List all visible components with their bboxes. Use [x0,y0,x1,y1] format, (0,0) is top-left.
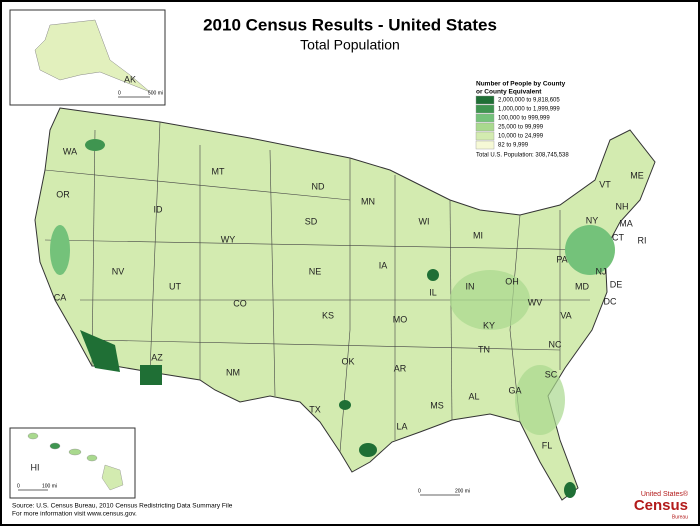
state-label: KY [483,320,495,330]
state-label: WI [419,216,430,226]
legend-swatch [475,140,495,150]
state-label: MI [473,230,483,240]
logo-main: Census [634,497,688,514]
legend-label: 2,000,000 to 9,818,605 [498,98,560,104]
state-label: NE [309,266,322,276]
state-label: WV [528,297,543,307]
legend-swatch [475,131,495,141]
population-clusters [50,139,615,498]
state-label: WA [63,146,77,156]
state-label: TX [309,404,321,414]
state-label: MN [361,196,375,206]
state-label: NV [112,266,125,276]
state-label: MO [393,314,408,324]
state-label: UT [169,281,181,291]
scale-label: 100 mi [42,483,57,489]
legend-title: Number of People by County [476,81,566,88]
legend-label: 100,000 to 999,999 [498,116,550,122]
logo-bottom: Bureau [672,514,688,520]
legend-label: 82 to 9,999 [498,143,529,149]
state-label: NH [616,201,629,211]
state-label: IN [466,281,475,291]
scale-label: 200 mi [455,488,470,494]
state-label: NJ [596,266,607,276]
legend-swatch [475,113,495,123]
legend-swatch [475,95,495,105]
legend-swatch [475,104,495,114]
state-label: OH [505,276,519,286]
state-label: SC [545,369,558,379]
state-label: CT [612,232,624,242]
state-label: VA [560,310,571,320]
state-label: ME [630,170,644,180]
state-label: WY [221,234,236,244]
state-label: NC [549,339,562,349]
hawaii-label: HI [31,462,40,472]
state-label: DE [610,279,623,289]
scale-label: 500 mi [148,90,163,96]
legend-label: 25,000 to 99,999 [498,125,544,131]
source: Source: U.S. Census Bureau, 2010 Census … [12,503,233,510]
state-label: MS [430,400,444,410]
state-label: PA [556,254,567,264]
state-label: ND [312,181,325,191]
state-label: OK [341,356,354,366]
state-label: IL [429,287,437,297]
state-label: DC [604,296,617,306]
legend-swatch [475,122,495,132]
state-label: GA [508,385,521,395]
legend-label: 1,000,000 to 1,999,999 [498,107,560,113]
state-label: SD [305,216,318,226]
state-label: FL [542,440,553,450]
state-label: MT [212,166,225,176]
state-label: NM [226,367,240,377]
legend-total: Total U.S. Population: 308,745,538 [476,153,569,159]
state-label: NY [586,215,599,225]
state-labels: WA OR CA NV ID MT WY UT AZ CO NM ND SD NE KS OK TX MN IA MO… [54,146,647,450]
state-label: MA [619,218,633,228]
source: For more information visit www.census.go… [12,511,137,518]
title: 2010 Census Results - United States [203,15,497,34]
legend-label: 10,000 to 24,999 [498,134,544,140]
scale-label: 0 [17,483,20,489]
scale-label: 0 [418,488,421,494]
state-label: AR [394,363,407,373]
logo-top: United States® [641,490,689,498]
state-label: KS [322,310,334,320]
hawaii-shape [27,432,124,491]
subtitle: Total Population [300,37,400,53]
scale-label: 0 [118,90,121,96]
state-label: ID [154,204,164,214]
state-label: VT [599,179,611,189]
state-label: MD [575,281,589,291]
state-label: CO [233,298,247,308]
state-label: IA [379,260,388,270]
alaska-label: AK [124,74,136,84]
state-label: LA [396,421,407,431]
state-label: CA [54,292,67,302]
alaska-shape [34,19,151,93]
legend-title: or County Equivalent [476,89,542,96]
state-label: TN [478,344,490,354]
state-label: OR [56,189,70,199]
state-label: AZ [151,352,163,362]
state-label: AL [468,391,479,401]
state-label: RI [638,235,647,245]
